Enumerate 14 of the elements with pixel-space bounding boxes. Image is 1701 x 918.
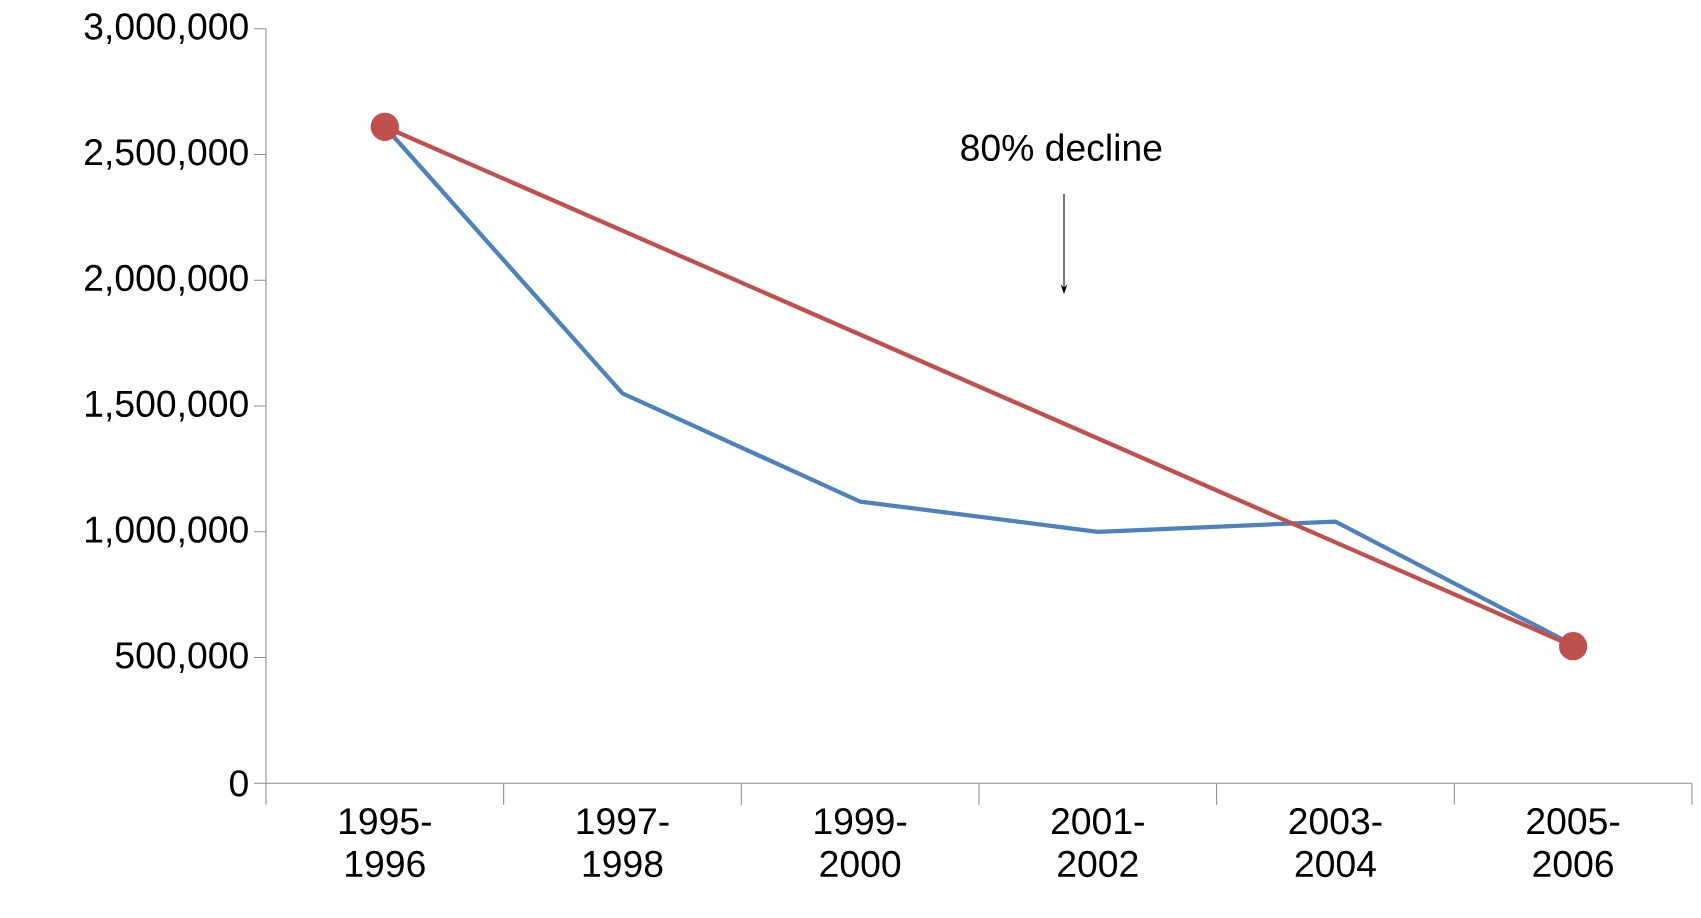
y-tick-label: 500,000 xyxy=(115,642,248,673)
x-tick-label: 1997-1998 xyxy=(577,808,669,878)
x-tick-label: 2003-2004 xyxy=(1289,808,1382,878)
x-tick-label: 2001-2002 xyxy=(1051,808,1144,878)
y-tick-label: 1,000,000 xyxy=(86,516,248,548)
y-tick-label: 2,500,000 xyxy=(85,139,248,170)
x-tick-label: 2005-2006 xyxy=(1527,808,1620,878)
annotation: 80% decline xyxy=(961,133,1162,162)
y-tick-label: 1,500,000 xyxy=(86,390,248,422)
x-tick-label: 1999-2000 xyxy=(815,808,907,878)
x-tick-label: 1995-1996 xyxy=(339,808,431,878)
y-tick-label: 0 xyxy=(230,770,248,797)
y-tick-label: 3,000,000 xyxy=(84,13,248,45)
y-tick-label: 2,000,000 xyxy=(85,264,248,296)
